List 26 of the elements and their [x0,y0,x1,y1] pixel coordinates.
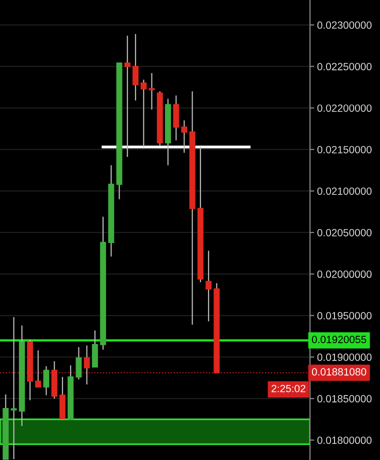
y-tick-label: 0.02000000 [317,270,372,278]
annotation: 2:25:02 [272,384,306,392]
y-tick-label: 0.02050000 [317,228,372,236]
y-tick-label: 0.02100000 [317,187,372,195]
candlestick [92,330,98,368]
y-tick-label: 0.01850000 [317,395,372,402]
candlestick [43,366,50,396]
candlestick [132,33,139,102]
y-tick-label: 0.01950000 [317,312,372,320]
candlestick [140,79,147,148]
y-tick-label: 0.01800000 [317,436,372,444]
candlestick [173,94,180,141]
y-tick-label: 0.02300000 [317,21,372,29]
candlestick [124,35,130,158]
candlestick [76,346,82,380]
candlestick [148,72,155,110]
candlestick [181,120,188,154]
candlestick [59,376,66,420]
y-tick-label: 0.01900000 [317,354,372,361]
y-tick-label: 0.02250000 [317,62,372,70]
ref-line-label: 0.01881080 [312,368,366,376]
y-tick-label: 0.02150000 [317,146,372,154]
candlestick [206,250,212,322]
ref-line-label: 0.01920055 [312,336,366,344]
candlestick [10,316,17,460]
y-tick-label: 0.02200000 [317,104,372,112]
